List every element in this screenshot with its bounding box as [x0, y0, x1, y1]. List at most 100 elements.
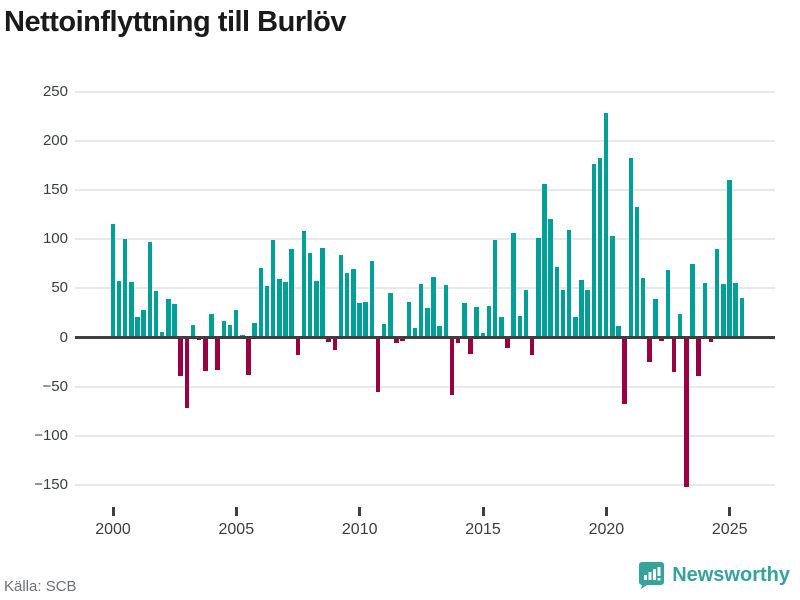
- y-axis-label: 200: [42, 132, 68, 150]
- bar-2021-q3: [640, 277, 646, 338]
- bar-2023-q3: [690, 263, 695, 338]
- gridline-100: [75, 238, 775, 241]
- bar-2005-q4: [252, 322, 257, 338]
- bar-2002-q1: [159, 331, 165, 338]
- bar-2014-q3: [468, 337, 473, 355]
- x-axis-label: 2005: [218, 521, 255, 538]
- newsworthy-logo[interactable]: Newsworthy: [639, 562, 790, 589]
- bar-2022-q4: [671, 337, 677, 372]
- bar-2006-q1: [258, 267, 264, 338]
- bar-2017-q3: [542, 184, 547, 338]
- gridline--50: [75, 385, 775, 388]
- bar-2012-q3: [418, 283, 424, 338]
- bar-2000-q2: [116, 280, 122, 338]
- bar-2003-q4: [203, 337, 208, 371]
- bar-2003-q1: [184, 337, 190, 409]
- bar-2001-q1: [135, 316, 140, 338]
- bar-2016-q3: [517, 315, 523, 338]
- bar-2009-q2: [338, 255, 344, 338]
- page-title: Nettoinflyttning till Burlöv: [4, 6, 347, 38]
- x-axis-label: 2020: [588, 521, 625, 538]
- bar-2021-q4: [647, 337, 652, 363]
- gridline--150: [75, 483, 775, 486]
- gridline-50: [75, 287, 775, 290]
- source-caption: Källa: SCB: [4, 578, 77, 595]
- bar-2002-q4: [178, 337, 183, 376]
- bar-2011-q4: [400, 337, 405, 342]
- x-axis-label: 2025: [711, 521, 748, 538]
- x-axis-tick-2000: [111, 507, 115, 516]
- bar-2014-q1: [455, 337, 461, 344]
- y-axis-label: 250: [42, 83, 68, 100]
- bar-chart-speech-bubble-icon: [639, 562, 665, 589]
- bar-2011-q2: [388, 293, 393, 338]
- bar-2007-q2: [289, 249, 294, 338]
- bar-2021-q1: [628, 157, 634, 338]
- bar-2025-q2: [733, 282, 738, 338]
- bar-2001-q2: [141, 310, 146, 338]
- y-axis-label: −150: [34, 475, 68, 493]
- bar-2016-q2: [511, 233, 516, 338]
- bar-2024-q2: [708, 337, 714, 343]
- bar-2002-q3: [172, 304, 177, 338]
- bar-2000-q3: [122, 239, 128, 338]
- bar-2009-q1: [332, 337, 338, 351]
- bar-2000-q4: [129, 281, 134, 338]
- y-axis-label: −100: [34, 426, 68, 444]
- x-axis-tick-2005: [234, 507, 238, 516]
- bar-2015-q1: [480, 332, 486, 338]
- bar-2001-q3: [147, 242, 153, 338]
- gridline-200: [75, 140, 775, 143]
- bar-2010-q1: [357, 303, 362, 338]
- bar-2021-q2: [634, 206, 640, 338]
- bar-2011-q1: [381, 323, 387, 338]
- bar-2015-q4: [499, 316, 504, 338]
- bar-2007-q3: [295, 337, 301, 356]
- bar-2023-q1: [677, 313, 683, 338]
- x-axis-label: 2015: [465, 521, 501, 538]
- y-axis-label: −50: [42, 377, 68, 395]
- bar-2017-q2: [536, 238, 541, 338]
- bar-2006-q2: [264, 285, 270, 338]
- bar-2012-q4: [425, 308, 430, 338]
- bar-2020-q4: [622, 337, 627, 405]
- bar-2025-q3: [739, 298, 745, 338]
- bar-2025-q1: [727, 180, 732, 338]
- bar-2012-q2: [412, 327, 418, 338]
- zero-axis-line: [75, 336, 775, 339]
- bar-2020-q2: [610, 236, 615, 338]
- x-axis-tick-2025: [728, 507, 732, 516]
- x-axis-tick-2015: [481, 507, 485, 516]
- bar-2015-q2: [486, 306, 492, 338]
- bar-2007-q4: [301, 230, 307, 338]
- bar-2018-q3: [566, 229, 572, 338]
- gridline--100: [75, 434, 775, 437]
- bar-2010-q4: [375, 337, 381, 392]
- bar-2017-q4: [548, 218, 553, 338]
- bar-2019-q1: [579, 279, 584, 338]
- bar-2000-q1: [110, 223, 116, 338]
- bar-2005-q3: [246, 337, 251, 375]
- bar-2013-q2: [437, 325, 442, 338]
- gridline-150: [75, 189, 775, 192]
- bar-2024-q3: [714, 249, 720, 338]
- y-axis-label: 0: [59, 328, 68, 346]
- bar-2008-q4: [326, 337, 331, 343]
- bar-2014-q4: [474, 307, 479, 338]
- bar-2020-q3: [616, 325, 621, 338]
- bar-2022-q3: [665, 269, 671, 338]
- bar-2006-q4: [277, 278, 282, 338]
- bar-2019-q3: [591, 163, 597, 338]
- bar-2010-q3: [369, 260, 375, 338]
- bar-2007-q1: [283, 281, 288, 338]
- bar-2004-q2: [215, 337, 220, 370]
- bar-2022-q2: [659, 337, 664, 342]
- bar-2019-q2: [585, 290, 590, 338]
- bar-2008-q2: [314, 280, 319, 338]
- x-axis-label: 2010: [341, 521, 378, 538]
- bar-2016-q4: [523, 290, 529, 338]
- bar-2008-q1: [307, 253, 313, 338]
- y-axis-label: 50: [51, 279, 68, 297]
- bar-2016-q1: [505, 337, 510, 349]
